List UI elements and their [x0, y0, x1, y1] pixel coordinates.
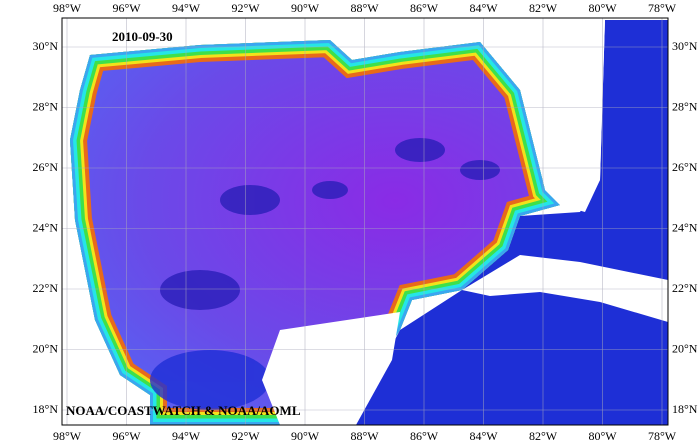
- lon-label-bottom: 86°W: [410, 429, 439, 443]
- lat-label-right: 24°N: [672, 220, 698, 234]
- lat-label-left: 30°N: [33, 39, 59, 53]
- lon-label-top: 94°W: [172, 1, 201, 15]
- lon-label-bottom: 92°W: [231, 429, 260, 443]
- yucatan: [262, 312, 400, 425]
- lat-label-right: 30°N: [672, 39, 698, 53]
- frame: [61, 17, 669, 426]
- graticule: [62, 18, 668, 425]
- atlantic-caribbean: [350, 20, 668, 425]
- lat-label-left: 20°N: [33, 341, 59, 355]
- cuba: [462, 255, 668, 322]
- lat-label-left: 26°N: [33, 160, 59, 174]
- lon-label-bottom: 96°W: [112, 429, 141, 443]
- lat-label-right: 28°N: [672, 99, 698, 113]
- axis-labels: 98°W 98°W 96°W 96°W 94°W 94°W 92°W 92°W 90°W 90°W…: [33, 1, 698, 443]
- lon-label-top: 78°W: [648, 1, 677, 15]
- lon-label-bottom: 82°W: [529, 429, 558, 443]
- lon-label-bottom: 84°W: [469, 429, 498, 443]
- credit-label: NOAA/COASTWATCH & NOAA/AOML: [66, 403, 301, 418]
- lon-label-top: 84°W: [469, 1, 498, 15]
- lon-label-bottom: 98°W: [53, 429, 82, 443]
- lat-label-left: 18°N: [33, 402, 59, 416]
- florida: [520, 20, 605, 212]
- lat-label-right: 18°N: [672, 402, 698, 416]
- lon-label-top: 82°W: [529, 1, 558, 15]
- lon-label-top: 90°W: [291, 1, 320, 15]
- lon-label-bottom: 80°W: [588, 429, 617, 443]
- lon-label-top: 96°W: [112, 1, 141, 15]
- lon-label-bottom: 78°W: [648, 429, 677, 443]
- lon-label-bottom: 94°W: [172, 429, 201, 443]
- lat-label-left: 22°N: [33, 281, 59, 295]
- lon-label-top: 98°W: [53, 1, 82, 15]
- lon-label-bottom: 90°W: [291, 429, 320, 443]
- lon-label-top: 86°W: [410, 1, 439, 15]
- lat-label-left: 28°N: [33, 99, 59, 113]
- lat-label-right: 26°N: [672, 160, 698, 174]
- lat-label-left: 24°N: [33, 220, 59, 234]
- lon-label-top: 92°W: [231, 1, 260, 15]
- lon-label-top: 80°W: [588, 1, 617, 15]
- lat-label-right: 20°N: [672, 341, 698, 355]
- lat-label-right: 22°N: [672, 281, 698, 295]
- lon-label-top: 88°W: [350, 1, 379, 15]
- map-body: [62, 18, 668, 425]
- lon-label-bottom: 88°W: [350, 429, 379, 443]
- date-label: 2010-09-30: [112, 29, 173, 44]
